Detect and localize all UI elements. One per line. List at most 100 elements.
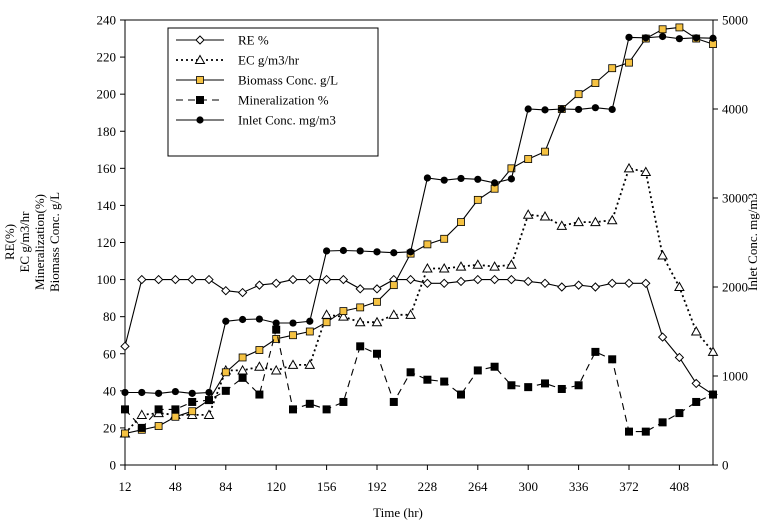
data-point-square-filled xyxy=(557,384,566,393)
data-point-circle xyxy=(188,389,196,397)
data-point-square xyxy=(356,303,365,312)
x-tick-label: 228 xyxy=(418,479,438,494)
data-point-circle xyxy=(121,388,129,397)
data-point-circle xyxy=(306,317,314,325)
data-point-square-filled xyxy=(658,418,667,427)
data-point-square-filled xyxy=(574,381,583,390)
legend-item: RE % xyxy=(176,33,269,48)
data-point-square-filled xyxy=(490,362,499,371)
x-tick-label: 192 xyxy=(367,479,387,494)
left-y-tick-label: 160 xyxy=(97,161,117,176)
data-point-square-filled xyxy=(121,405,129,414)
x-tick-label: 84 xyxy=(219,479,233,494)
left-y-axis-title-line: Mineralization(%) xyxy=(32,194,47,290)
data-point-square xyxy=(121,429,129,438)
data-point-triangle xyxy=(623,162,635,173)
data-point-diamond xyxy=(254,280,265,290)
data-point-diamond xyxy=(355,284,365,294)
data-point-triangle xyxy=(203,409,215,419)
data-point-diamond xyxy=(540,278,550,288)
data-point-square xyxy=(423,240,432,249)
data-point-square-filled xyxy=(625,427,633,436)
data-point-triangle xyxy=(194,54,206,64)
x-tick-label: 336 xyxy=(569,479,589,494)
data-point-diamond xyxy=(557,282,567,292)
data-point-square xyxy=(238,353,247,362)
data-point-triangle xyxy=(472,259,484,269)
right-y-tick-label: 2000 xyxy=(722,280,748,295)
data-point-circle xyxy=(474,175,482,183)
data-point-triangle xyxy=(606,214,618,225)
data-point-square-filled xyxy=(221,386,230,395)
x-tick-label: 48 xyxy=(169,479,182,494)
data-point-square-filled xyxy=(137,423,146,432)
data-point-diamond xyxy=(439,278,449,288)
data-point-square xyxy=(440,234,449,243)
series-1 xyxy=(120,274,718,400)
legend-item: EC g/m3/hr xyxy=(176,53,300,68)
data-point-diamond xyxy=(187,274,197,285)
data-point-circle xyxy=(407,248,415,256)
data-point-square-filled xyxy=(196,96,204,104)
data-point-square-filled xyxy=(389,397,398,406)
left-y-tick-label: 100 xyxy=(97,272,117,287)
data-point-triangle xyxy=(690,325,702,336)
data-point-triangle xyxy=(573,216,584,227)
right-y-tick-label: 0 xyxy=(722,458,729,473)
data-point-diamond xyxy=(321,274,332,285)
data-point-triangle xyxy=(388,309,400,319)
data-point-triangle xyxy=(321,309,332,319)
series-layer xyxy=(119,23,719,438)
data-point-square-filled xyxy=(188,397,197,406)
data-point-circle xyxy=(356,247,364,255)
data-point-triangle xyxy=(506,259,517,269)
left-y-axis-title-line: RE(%) xyxy=(2,224,17,260)
data-point-triangle xyxy=(489,261,500,271)
legend-label: Biomass Conc. g/L xyxy=(238,73,338,88)
data-point-circle xyxy=(440,176,448,184)
data-point-diamond xyxy=(523,276,533,287)
data-point-square xyxy=(255,346,264,354)
data-point-square-filled xyxy=(608,355,617,364)
data-point-circle xyxy=(659,32,667,41)
data-point-circle xyxy=(642,34,650,42)
data-point-diamond xyxy=(607,278,617,288)
legend: RE % EC g/m3/hr Biomass Conc. g/L Mineraliz… xyxy=(167,27,379,157)
data-point-square-filled xyxy=(473,366,482,375)
x-tick-label: 372 xyxy=(619,479,639,494)
data-point-circle xyxy=(692,34,700,42)
data-point-triangle xyxy=(539,211,551,221)
data-point-circle xyxy=(289,319,297,327)
data-point-diamond xyxy=(372,284,382,294)
series-4 xyxy=(121,325,717,436)
left-y-tick-label: 80 xyxy=(103,309,116,324)
x-tick-label: 300 xyxy=(518,479,538,494)
data-point-circle xyxy=(390,249,398,257)
data-point-square-filled xyxy=(591,347,600,356)
x-tick-label: 12 xyxy=(119,479,132,494)
data-point-square-filled xyxy=(305,399,314,408)
data-point-square xyxy=(658,25,667,34)
data-point-square-filled xyxy=(373,349,381,358)
data-point-diamond xyxy=(195,35,205,45)
data-point-square xyxy=(339,307,348,316)
legend-label: Mineralization % xyxy=(238,93,329,108)
left-y-axis-title: RE(%) EC g/m3/hr Mineralization(%) Biomass … xyxy=(2,192,62,292)
data-point-diamond xyxy=(657,332,668,342)
data-point-square xyxy=(675,23,684,32)
data-point-diamond xyxy=(489,274,500,285)
legend-label: EC g/m3/hr xyxy=(238,53,300,68)
data-point-diamond xyxy=(305,274,315,285)
data-point-square xyxy=(188,407,197,416)
legend-item: Biomass Conc. g/L xyxy=(176,73,338,88)
data-point-square xyxy=(541,147,549,156)
data-point-circle xyxy=(675,35,684,43)
data-point-triangle xyxy=(438,262,450,273)
data-point-diamond xyxy=(691,378,701,389)
data-point-square-filled xyxy=(255,390,264,399)
data-point-circle xyxy=(323,247,331,255)
data-point-square-filled xyxy=(356,342,365,351)
data-point-square-filled xyxy=(238,373,247,382)
data-point-diamond xyxy=(573,280,584,290)
